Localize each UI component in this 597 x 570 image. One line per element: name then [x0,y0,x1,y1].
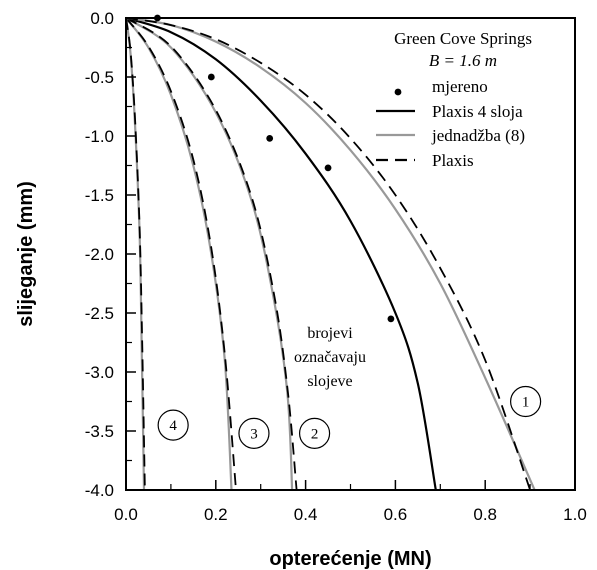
legend-title-line2: B = 1.6 m [429,51,497,70]
series-line-3 [125,17,531,491]
layer-labels: 1 2 3 4 [157,385,542,449]
measured-point-1 [207,73,215,81]
legend-entries: mjereno Plaxis 4 sloja jednadžba (8) Plaxis [376,77,525,170]
layer-label-circle-4 [157,409,189,441]
layer-label-circle-2 [298,417,331,449]
y-tick-label-3: -1.5 [85,186,114,205]
y-tick-label-4: -2.0 [85,245,114,264]
layer-label-2: 2 [311,426,319,442]
note-line-3: slojeve [307,373,352,390]
legend-label-2: jednadžba (8) [431,126,525,145]
layer-label-circle-1 [510,385,542,418]
legend-label-1: Plaxis 4 sloja [432,102,523,121]
x-tick-label-3: 0.6 [384,505,408,524]
y-tick-label-8: -4.0 [85,481,114,500]
layer-label-circle-3 [238,417,270,449]
y-axis-ticks: 0.0 -0.5 -1.0 -1.5 -2.0 -2.5 -3.0 -3.5 -4.0 [85,9,136,500]
y-tick-label-2: -1.0 [85,127,114,146]
layer-label-1: 1 [522,395,530,411]
note-line-2: označavaju [294,349,366,366]
x-tick-label-5: 1.0 [563,505,587,524]
note-line-1: brojevi [307,325,353,342]
legend-marker-0 [394,88,402,96]
x-tick-label-0: 0.0 [114,505,138,524]
y-tick-label-6: -3.0 [85,363,114,382]
x-tick-label-1: 0.2 [204,505,228,524]
x-tick-label-4: 0.8 [473,505,497,524]
curves-layer [124,16,536,491]
series-line-1 [125,16,437,491]
y-tick-label-0: 0.0 [90,9,114,28]
layer-3-plaxis-curve [125,17,237,491]
x-tick-label-2: 0.4 [294,505,318,524]
y-tick-label-7: -3.5 [85,422,114,441]
layer-4-plaxis-curve [125,17,146,491]
x-axis-title: opterećenje (MN) [269,548,431,570]
measured-point-3 [324,164,332,172]
legend-label-0: mjereno [432,77,488,96]
x-axis-ticks: 0.0 0.2 0.4 0.6 0.8 1.0 [114,480,587,524]
legend-title-line1: Green Cove Springs [394,29,532,48]
measured-point-4 [387,315,395,323]
measured-point-2 [266,134,274,142]
layer-2-plaxis-curve [125,17,298,491]
legend: Green Cove Springs B = 1.6 m mjereno Plax… [376,29,532,170]
layer-label-4: 4 [169,418,177,434]
series-line-2 [125,16,536,491]
markers-layer [154,14,395,323]
legend-label-3: Plaxis [432,151,474,170]
layer-note: brojevi označavaju slojeve [294,325,366,390]
y-axis-title: slijeganje (mm) [15,181,37,327]
y-tick-label-1: -0.5 [85,68,114,87]
y-tick-label-5: -2.5 [85,304,114,323]
layer-label-3: 3 [250,426,258,442]
